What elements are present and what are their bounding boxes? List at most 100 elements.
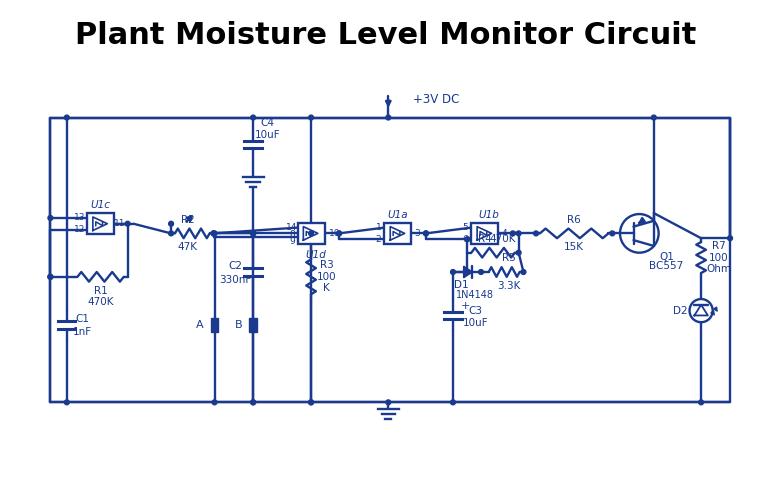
- Circle shape: [450, 400, 456, 405]
- Text: R6: R6: [567, 215, 581, 225]
- Bar: [210, 318, 218, 332]
- Circle shape: [251, 400, 255, 405]
- Text: D2: D2: [672, 305, 687, 316]
- Circle shape: [251, 231, 255, 236]
- Text: 100: 100: [317, 272, 336, 282]
- Text: 6: 6: [463, 235, 469, 244]
- Text: U1b: U1b: [478, 210, 499, 220]
- Text: C1: C1: [76, 314, 89, 325]
- Text: 10uF: 10uF: [254, 130, 281, 140]
- Circle shape: [251, 400, 255, 405]
- Circle shape: [125, 222, 130, 226]
- Circle shape: [308, 231, 314, 236]
- Text: R1: R1: [94, 286, 107, 296]
- Circle shape: [423, 231, 429, 236]
- Circle shape: [534, 231, 538, 236]
- Circle shape: [65, 400, 69, 405]
- Bar: [249, 318, 257, 332]
- Circle shape: [251, 115, 255, 120]
- Circle shape: [212, 400, 217, 405]
- Circle shape: [479, 269, 483, 274]
- Circle shape: [423, 231, 429, 236]
- Text: C3: C3: [468, 305, 482, 316]
- Circle shape: [308, 115, 314, 120]
- Circle shape: [212, 231, 217, 236]
- Text: 13: 13: [73, 213, 85, 223]
- Text: R7: R7: [712, 241, 726, 251]
- Circle shape: [48, 274, 52, 279]
- Circle shape: [48, 274, 52, 279]
- Circle shape: [337, 231, 342, 236]
- Circle shape: [728, 236, 732, 241]
- Text: 47K: 47K: [177, 242, 197, 252]
- Text: U1d: U1d: [305, 250, 326, 260]
- Text: R3: R3: [320, 260, 333, 270]
- Text: D1: D1: [454, 280, 469, 289]
- Circle shape: [308, 400, 314, 405]
- Text: 100: 100: [709, 252, 729, 263]
- Text: BC557: BC557: [649, 261, 683, 271]
- Text: 1: 1: [375, 223, 382, 232]
- Bar: [471, 223, 498, 244]
- Polygon shape: [463, 266, 473, 278]
- Circle shape: [48, 216, 52, 221]
- Text: 3: 3: [414, 229, 420, 238]
- Text: R4: R4: [479, 234, 492, 244]
- Circle shape: [699, 400, 703, 405]
- Bar: [87, 213, 114, 234]
- Circle shape: [169, 222, 173, 226]
- Text: 8: 8: [289, 230, 295, 239]
- Text: 5: 5: [463, 223, 469, 232]
- Text: A: A: [197, 320, 204, 330]
- Text: 1nF: 1nF: [72, 327, 92, 337]
- Text: 10uF: 10uF: [463, 318, 488, 328]
- Text: R5: R5: [502, 253, 516, 264]
- Circle shape: [251, 231, 255, 236]
- Text: B: B: [235, 320, 243, 330]
- Text: 330nF: 330nF: [220, 275, 252, 285]
- Text: 2: 2: [375, 235, 382, 244]
- Text: 12: 12: [74, 225, 85, 234]
- Circle shape: [337, 231, 342, 236]
- Text: U1c: U1c: [90, 201, 110, 210]
- Circle shape: [465, 237, 470, 242]
- Bar: [385, 223, 412, 244]
- Text: 11: 11: [114, 219, 126, 228]
- Circle shape: [251, 231, 255, 236]
- Circle shape: [386, 400, 391, 405]
- Text: K: K: [323, 284, 330, 293]
- Text: 470K: 470K: [490, 234, 516, 244]
- Circle shape: [465, 269, 470, 274]
- Circle shape: [169, 231, 173, 236]
- Circle shape: [211, 231, 216, 236]
- Circle shape: [521, 269, 526, 274]
- Text: C4: C4: [261, 118, 274, 128]
- Text: 3.3K: 3.3K: [497, 281, 520, 290]
- Text: R2: R2: [180, 215, 194, 225]
- Circle shape: [651, 115, 656, 120]
- Text: +3V DC: +3V DC: [413, 93, 460, 106]
- Text: 470K: 470K: [87, 297, 114, 307]
- Circle shape: [450, 269, 456, 274]
- Text: Q1: Q1: [659, 251, 674, 262]
- Text: +: +: [461, 301, 470, 311]
- Circle shape: [65, 115, 69, 120]
- Bar: [298, 223, 325, 244]
- Text: Plant Moisture Level Monitor Circuit: Plant Moisture Level Monitor Circuit: [75, 21, 696, 50]
- Circle shape: [510, 231, 515, 236]
- Text: 10: 10: [329, 229, 341, 238]
- Text: 14: 14: [286, 223, 298, 232]
- Circle shape: [610, 231, 614, 236]
- Text: 15K: 15K: [564, 242, 584, 252]
- Text: 9: 9: [289, 237, 295, 245]
- Circle shape: [517, 231, 521, 236]
- Text: 1N4148: 1N4148: [456, 290, 494, 300]
- Circle shape: [211, 231, 216, 236]
- Circle shape: [517, 250, 521, 255]
- Circle shape: [386, 115, 391, 120]
- Text: 4: 4: [501, 229, 507, 238]
- Circle shape: [308, 400, 314, 405]
- Text: C2: C2: [229, 261, 243, 271]
- Text: U1a: U1a: [388, 210, 409, 220]
- Text: Ohm: Ohm: [706, 264, 731, 274]
